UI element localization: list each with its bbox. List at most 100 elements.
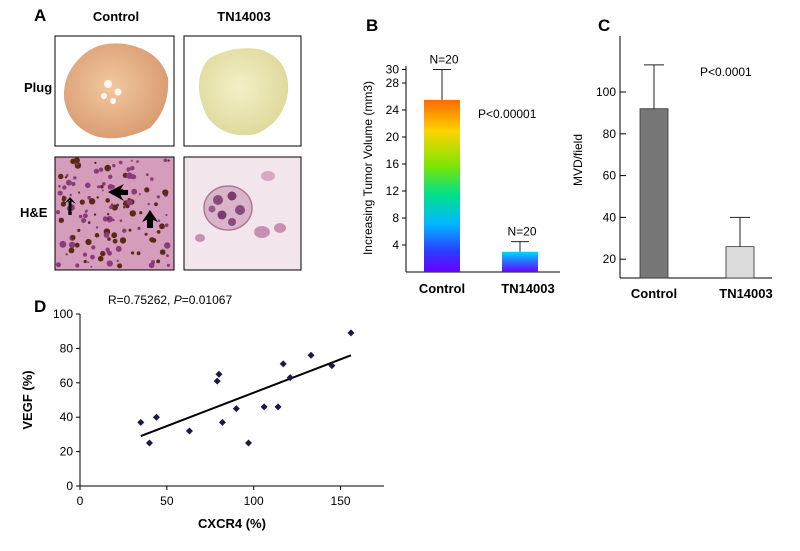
b-y-axis-label: Increasing Tumor Volume (mm3)	[361, 81, 375, 255]
he-cell	[131, 188, 138, 195]
d-title-p-value: =0.01067	[182, 293, 233, 307]
he-cell	[122, 228, 127, 233]
he-cell	[74, 242, 80, 248]
he-cell	[96, 196, 99, 199]
d-y-axis-label: VEGF (%)	[20, 370, 35, 429]
he-control-image	[54, 156, 175, 271]
he-cell	[137, 226, 141, 230]
he-cell	[156, 259, 161, 264]
he-cell	[108, 174, 113, 179]
he-cell	[94, 161, 97, 164]
he-cell	[57, 190, 63, 196]
he-cell	[156, 230, 161, 234]
d-y-tick-label: 40	[60, 410, 74, 424]
d-title: R=0.75262, P=0.01067	[108, 293, 232, 307]
b-tick-label: 24	[386, 103, 400, 117]
he-cell	[130, 159, 133, 162]
he-cell	[91, 245, 96, 250]
d-scatter-point	[244, 439, 252, 447]
he-cell	[138, 193, 141, 196]
he-cell	[154, 202, 158, 207]
he-cell	[75, 263, 80, 268]
d-scatter-point	[185, 427, 193, 435]
b-category-tn14003: TN14003	[501, 281, 554, 296]
he-cell	[78, 214, 83, 219]
c-y-ticks: 20 40 60 80 100	[596, 85, 626, 266]
d-title-p-label: P	[174, 293, 182, 307]
he-cell	[85, 182, 91, 189]
b-tick-label: 28	[386, 76, 400, 90]
he-cell	[84, 210, 88, 213]
he-cell	[77, 228, 81, 232]
he-cell	[62, 195, 66, 200]
he-cell	[145, 173, 149, 177]
panel-label-c: C	[598, 16, 610, 35]
he-cell	[58, 185, 61, 188]
he-cell	[60, 201, 66, 207]
d-scatter-point	[347, 329, 355, 337]
he-cell	[78, 191, 81, 194]
panel-label-a: A	[34, 6, 46, 25]
he-cell	[101, 182, 106, 186]
c-y-axis-label: MVD/field	[571, 134, 585, 186]
d-scatter-point	[145, 439, 153, 447]
he-cell	[94, 233, 100, 238]
c-error-bar-control	[644, 64, 664, 109]
he-cell	[90, 265, 93, 268]
d-x-tick-label: 0	[77, 494, 84, 508]
he-cell	[107, 237, 111, 241]
he-cell	[87, 195, 91, 200]
d-scatter-point	[328, 362, 336, 370]
d-trendline	[140, 354, 352, 438]
d-y-tick-label: 100	[53, 307, 73, 321]
panel-label-b: B	[366, 16, 378, 35]
he-cell	[85, 238, 92, 246]
he-cell	[106, 250, 111, 255]
he-cell	[107, 217, 110, 220]
he-cell	[66, 179, 72, 186]
he-cell	[163, 158, 168, 162]
he-cell	[58, 217, 64, 223]
c-tick-label: 100	[596, 85, 616, 99]
he-cell	[166, 263, 170, 267]
he-cell	[126, 172, 133, 179]
d-x-axis-label: CXCR4 (%)	[198, 516, 266, 531]
d-x-tick-label: 50	[160, 494, 174, 508]
he-cell	[70, 158, 76, 165]
c-tick-label: 80	[603, 127, 617, 141]
b-tick-label: 16	[386, 157, 400, 171]
panel-a: A Control TN14003 Plug H&E	[20, 6, 302, 271]
b-tick-label: 20	[386, 130, 400, 144]
he-cell	[156, 195, 160, 199]
he-cell	[157, 219, 161, 222]
he-cell	[87, 221, 91, 224]
d-x-tick-label: 100	[244, 494, 264, 508]
c-error-bar-tn14003	[730, 216, 750, 247]
d-scatter-point	[218, 418, 226, 426]
he-cell	[136, 251, 141, 256]
he-cell	[126, 169, 130, 172]
he-cell	[147, 202, 150, 206]
d-scatter-points	[137, 329, 355, 447]
plug-tn14003-image	[183, 35, 302, 147]
he-cell	[130, 166, 135, 171]
he-cell	[68, 247, 75, 254]
c-tick-label: 60	[603, 169, 617, 183]
d-scatter-point	[152, 413, 160, 421]
he-cell	[87, 261, 90, 264]
plug-control-image	[54, 35, 175, 147]
he-cell	[139, 211, 143, 215]
he-cell	[136, 160, 139, 163]
he-cell	[118, 160, 123, 165]
he-cell	[117, 263, 123, 269]
he-cell	[167, 159, 170, 162]
c-tick-label: 40	[603, 210, 617, 224]
he-cell	[95, 226, 99, 229]
d-scatter-point	[274, 403, 282, 411]
b-tick-label: 12	[386, 184, 400, 198]
he-cell	[93, 168, 99, 174]
he-cell	[65, 174, 69, 177]
d-scatter-point	[279, 360, 287, 368]
b-tick-label: 4	[392, 238, 399, 252]
